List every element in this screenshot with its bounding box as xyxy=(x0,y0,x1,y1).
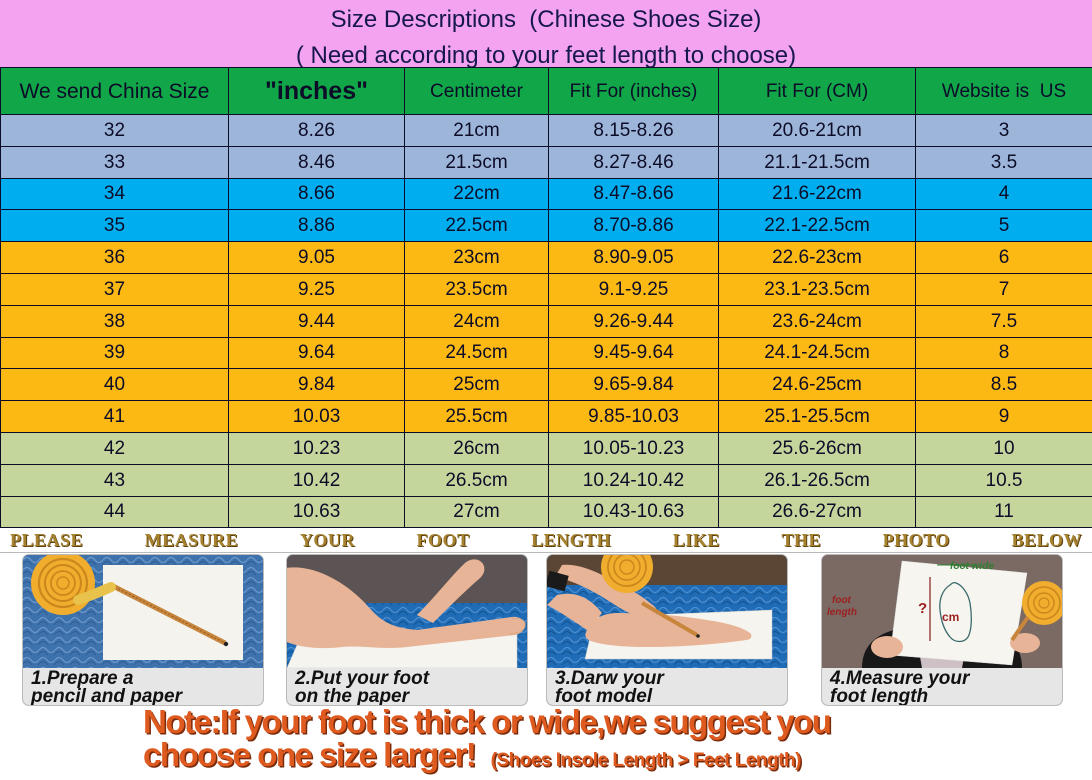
svg-text:foot wide: foot wide xyxy=(950,561,994,572)
svg-text:?: ? xyxy=(918,600,927,617)
svg-text:length: length xyxy=(827,607,857,618)
svg-text:cm: cm xyxy=(942,610,959,624)
svg-text:foot: foot xyxy=(832,595,852,606)
